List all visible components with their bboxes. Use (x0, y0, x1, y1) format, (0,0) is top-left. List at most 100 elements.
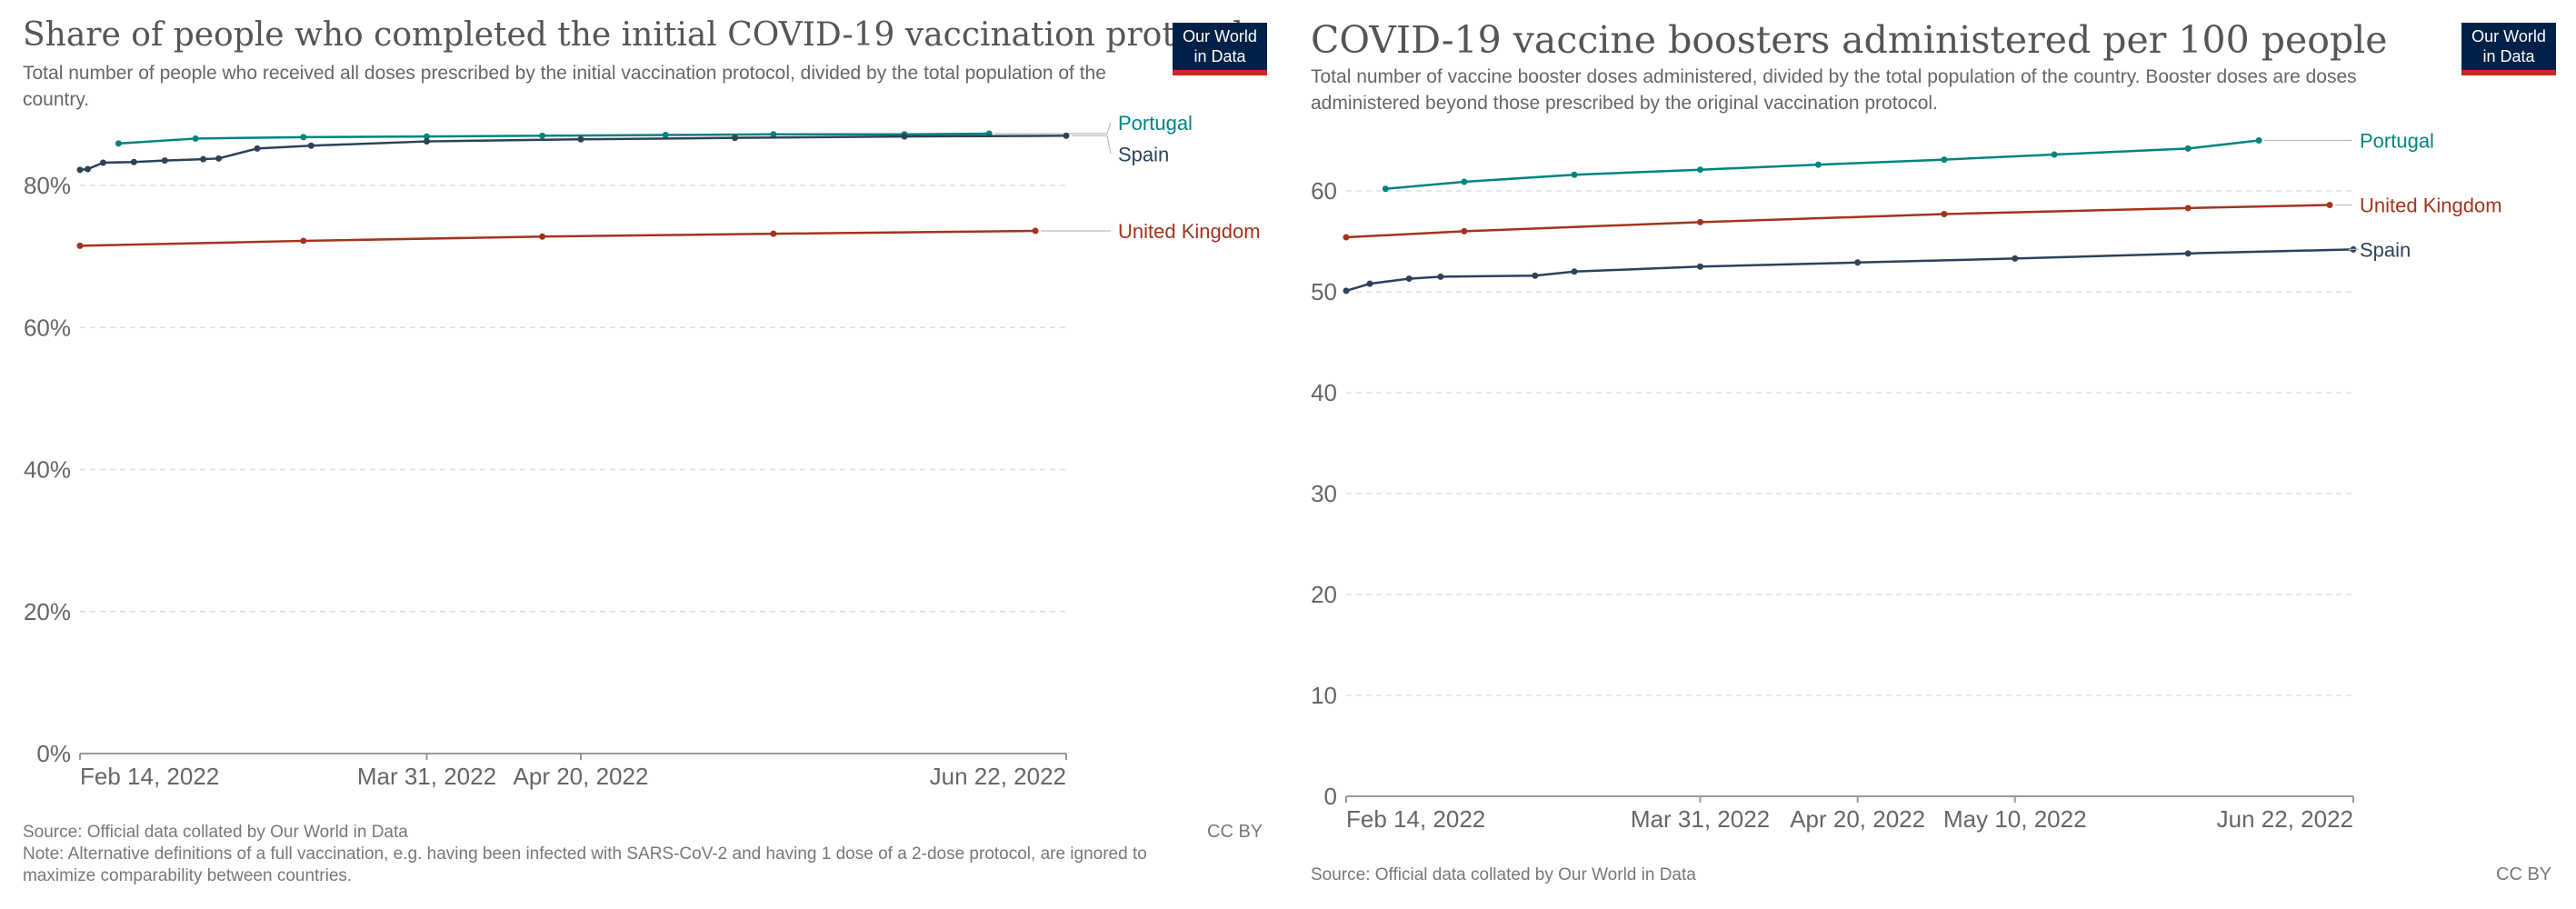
series-label-connector (994, 122, 1112, 135)
chart-title: Share of people who completed the initia… (23, 16, 1243, 54)
x-tick-label: Jun 22, 2022 (930, 763, 1066, 790)
x-tick-label: Feb 14, 2022 (80, 763, 219, 790)
license-link[interactable]: CC BY (1207, 822, 1263, 842)
data-point (1697, 166, 1704, 174)
data-point (254, 145, 261, 152)
data-point (1032, 227, 1039, 235)
series-label-connector (1072, 135, 1112, 155)
data-point (1941, 211, 1948, 218)
series-line (1345, 248, 2354, 293)
data-point (130, 158, 137, 165)
data-point (307, 142, 315, 149)
data-point (1461, 227, 1468, 235)
y-tick-label: 40 (1311, 379, 1337, 406)
y-tick-label: 50 (1311, 278, 1337, 305)
data-point (423, 133, 430, 140)
data-point (76, 242, 84, 249)
y-tick-label: 20% (24, 598, 71, 625)
x-tick-label: Apr 20, 2022 (1790, 805, 1925, 833)
y-tick-label: 60 (1311, 177, 1337, 205)
data-point (1366, 280, 1373, 287)
source-text: Source: Official data collated by Our Wo… (1311, 865, 1696, 884)
data-point (99, 159, 106, 166)
data-point (2255, 137, 2262, 144)
data-point (662, 132, 669, 139)
y-tick-label: 60% (24, 314, 71, 341)
data-point (1941, 156, 1948, 164)
data-point (1532, 272, 1539, 279)
series-line (1345, 204, 2331, 239)
data-point (192, 135, 199, 142)
series-label: United Kingdom (2360, 195, 2502, 217)
chart-subtitle: Total number of vaccine booster doses ad… (1311, 66, 2357, 114)
data-point (2012, 255, 2019, 262)
data-point (539, 233, 546, 240)
x-tick-label: Jun 22, 2022 (2217, 805, 2353, 833)
data-point (1814, 161, 1822, 168)
data-point (539, 132, 546, 139)
series-label: Portugal (1118, 112, 1193, 135)
owid-logo[interactable]: Our World in Data (2461, 23, 2556, 75)
data-point (2184, 250, 2192, 257)
x-tick-label: Mar 31, 2022 (1631, 805, 1770, 833)
data-point (76, 166, 84, 174)
data-point (1697, 263, 1704, 270)
data-point (161, 157, 168, 165)
logo-line-1: Our World (1183, 27, 1257, 45)
chart-subtitle: Total number of people who received all … (23, 63, 1106, 110)
series-line (1385, 139, 2260, 191)
y-tick-label: 30 (1311, 480, 1337, 507)
right-chart-panel: COVID-19 vaccine boosters administered p… (1288, 0, 2576, 909)
y-tick-label: 40% (24, 456, 71, 484)
data-point (300, 134, 307, 141)
x-tick-label: May 10, 2022 (1943, 805, 2087, 833)
data-point (1697, 218, 1704, 225)
data-point (1461, 178, 1468, 185)
y-tick-label: 0% (36, 740, 71, 767)
boosters-per-100-chart: 0 10 20 30 40 50 60 Feb 14, 2022 Mar 31, 2022 Apr… (1311, 130, 2502, 834)
data-point (901, 133, 908, 140)
x-tick-label: Apr 20, 2022 (514, 763, 649, 790)
vaccination-share-chart: 0% 20% 40% 60% 80% Feb 14, 2022 Mar 31, 2022 Ap… (24, 112, 1261, 790)
data-point (2326, 202, 2333, 209)
series-line (79, 135, 1067, 172)
data-point (115, 140, 122, 147)
logo-line-2: in Data (1193, 47, 1246, 65)
data-point (1063, 132, 1070, 139)
data-point (2184, 205, 2192, 212)
note-text: Note: Alternative definitions of a full … (23, 844, 1147, 885)
series-label: Spain (2360, 238, 2411, 261)
data-point (2051, 151, 2058, 158)
y-tick-label: 10 (1311, 682, 1337, 709)
logo-line-2: in Data (2482, 47, 2535, 65)
logo-line-1: Our World (2471, 27, 2546, 45)
data-point (215, 155, 223, 162)
data-point (2184, 145, 2192, 152)
left-chart-panel: Share of people who completed the initia… (23, 16, 1267, 885)
license-link[interactable]: CC BY (2496, 864, 2552, 884)
source-text: Source: Official data collated by Our Wo… (23, 823, 408, 842)
x-tick-label: Mar 31, 2022 (357, 763, 496, 790)
data-point (770, 131, 777, 138)
x-tick-label: Feb 14, 2022 (1346, 805, 1485, 833)
series-line (79, 229, 1036, 247)
data-point (423, 138, 430, 145)
data-point (770, 230, 777, 237)
owid-logo[interactable]: Our World in Data (1173, 23, 1267, 75)
data-point (300, 237, 307, 245)
y-tick-label: 20 (1311, 581, 1337, 608)
data-point (1382, 185, 1389, 193)
series-label: Spain (1118, 143, 1169, 165)
data-point (1571, 171, 1578, 178)
data-point (1437, 273, 1444, 280)
series-label: United Kingdom (1118, 220, 1261, 243)
series-label: Portugal (2360, 130, 2434, 153)
data-point (1343, 287, 1350, 295)
data-point (1571, 268, 1578, 275)
data-point (732, 135, 739, 142)
data-point (1854, 259, 1862, 266)
data-point (1343, 234, 1350, 241)
chart-title: COVID-19 vaccine boosters administered p… (1311, 18, 2388, 62)
y-tick-label: 0 (1324, 783, 1337, 810)
data-point (577, 135, 584, 143)
